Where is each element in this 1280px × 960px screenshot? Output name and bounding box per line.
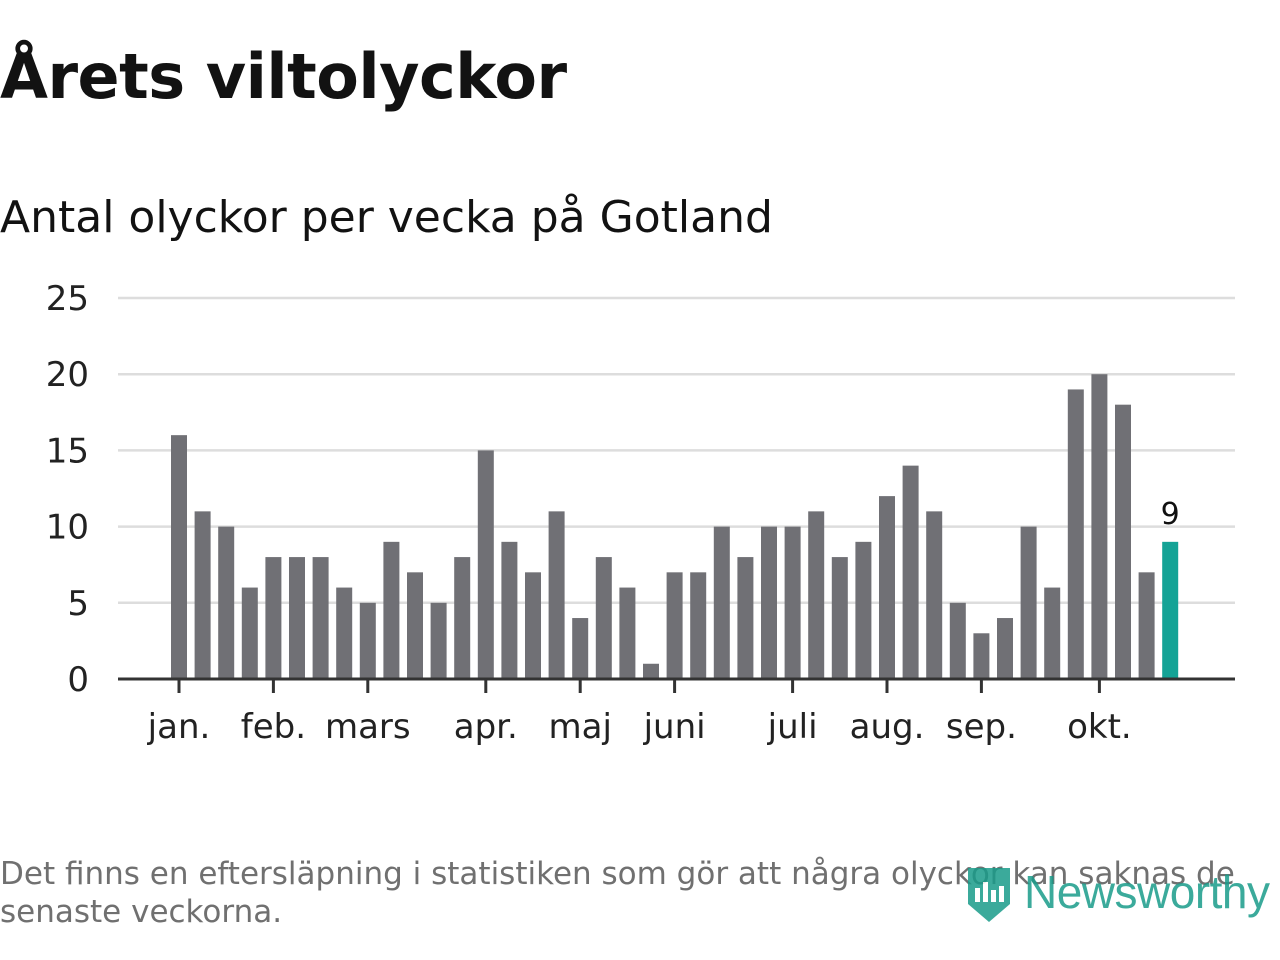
bar [997, 618, 1013, 679]
highlight-data-label: 9 [1161, 497, 1180, 532]
chart-title: Årets viltolyckor [0, 40, 567, 113]
x-tick-label: jan. [147, 707, 211, 747]
bar [218, 526, 235, 679]
bar [761, 526, 777, 679]
bar [879, 496, 895, 679]
bar [430, 602, 447, 679]
chart-subtitle: Antal olyckor per vecka på Gotland [0, 192, 773, 243]
newsworthy-logo[interactable]: Newsworthy [964, 860, 1270, 924]
bar [643, 663, 659, 679]
y-tick-label: 15 [46, 431, 89, 471]
x-axis-tick-labels: jan. feb. mars apr. maj juni juli aug. sep. okt. [147, 707, 1132, 747]
bar [831, 557, 848, 679]
bar [926, 511, 943, 679]
bar [973, 633, 990, 679]
bar [194, 511, 211, 679]
highlighted-bar [1162, 541, 1179, 679]
bar [359, 602, 376, 679]
bar [454, 557, 471, 679]
bar [312, 557, 329, 679]
x-axis [118, 677, 1235, 693]
x-tick-label: feb. [241, 707, 306, 747]
x-tick-label: maj [548, 707, 611, 747]
bar [713, 526, 730, 679]
grid-lines [118, 296, 1235, 605]
bar [265, 557, 282, 679]
bar [336, 587, 353, 679]
bar [477, 450, 494, 679]
y-tick-label: 25 [46, 279, 89, 319]
bar [1067, 389, 1084, 679]
bar [407, 572, 423, 679]
bars [171, 374, 1179, 679]
bar [1115, 404, 1131, 679]
x-tick-label: apr. [454, 707, 518, 747]
bar [289, 557, 305, 679]
data-labels: 9 [1161, 497, 1180, 532]
footnote: Det finns en eftersläpning i statistiken… [0, 856, 1235, 930]
y-tick-label: 0 [67, 660, 89, 700]
bar [572, 618, 589, 679]
x-tick-label: sep. [946, 707, 1017, 747]
bar [902, 465, 919, 679]
bar [666, 572, 683, 679]
bar-chart: 0 5 10 15 20 25 jan. feb. mars apr. maj juni juli au… [46, 279, 1235, 747]
x-tick-label: mars [325, 707, 411, 747]
logo-text: Newsworthy [1024, 866, 1270, 918]
bar [1020, 526, 1037, 679]
newsworthy-logo-icon [968, 868, 1010, 922]
bar [1138, 572, 1155, 679]
x-tick-label: aug. [850, 707, 925, 747]
x-tick-label: juli [767, 707, 818, 747]
y-axis-tick-labels: 0 5 10 15 20 25 [46, 279, 89, 700]
bar [784, 526, 801, 679]
bar [171, 435, 187, 679]
bar [501, 541, 518, 679]
bar [1044, 587, 1061, 679]
x-tick-label: okt. [1067, 707, 1132, 747]
bar [808, 511, 825, 679]
bar [737, 557, 754, 679]
x-tick-label: juni [643, 707, 706, 747]
bar [855, 541, 872, 679]
bar [949, 602, 966, 679]
bar [525, 572, 541, 679]
bar [690, 572, 707, 679]
y-tick-label: 20 [46, 355, 89, 395]
bar [1091, 374, 1108, 679]
bar [595, 557, 612, 679]
y-tick-label: 10 [46, 508, 89, 548]
y-tick-label: 5 [67, 584, 89, 624]
bar [383, 541, 400, 679]
bar [619, 587, 636, 679]
bar [548, 511, 565, 679]
bar [241, 587, 258, 679]
